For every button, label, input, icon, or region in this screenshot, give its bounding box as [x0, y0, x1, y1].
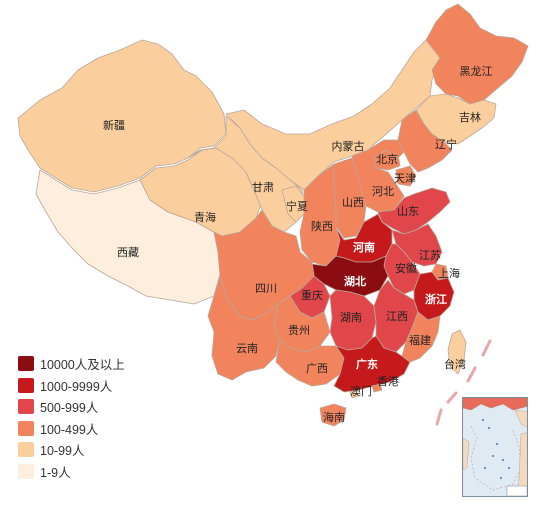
legend-swatch: [18, 399, 34, 415]
province-label: 河北: [372, 185, 394, 198]
province-label: 江苏: [419, 249, 441, 262]
province-label: 天津: [394, 172, 416, 185]
province-region[interactable]: [425, 3, 529, 105]
province-label: 贵州: [288, 324, 310, 337]
province-label: 重庆: [301, 288, 323, 302]
province-label: 浙江: [425, 292, 447, 306]
legend-label: 1000-9999人: [40, 379, 113, 394]
province-label: 辽宁: [435, 137, 457, 151]
legend-swatch: [18, 377, 34, 393]
province-region[interactable]: [349, 389, 359, 399]
province-region[interactable]: [395, 165, 417, 187]
province-label: 福建: [409, 333, 431, 347]
province-region[interactable]: [333, 335, 411, 393]
province-region[interactable]: [377, 187, 451, 235]
legend-swatch: [18, 356, 34, 372]
province-label: 山东: [397, 205, 419, 218]
province-label: 上海: [438, 266, 460, 280]
province-region[interactable]: [225, 37, 441, 191]
province-label: 广西: [306, 362, 328, 375]
legend-swatch: [18, 442, 34, 458]
province-label: 甘肃: [252, 181, 274, 194]
province-label: 黑龙江: [460, 65, 493, 78]
legend-item[interactable]: 1-9人: [18, 461, 158, 483]
province-region[interactable]: [319, 403, 347, 427]
province-label: 香港: [377, 375, 399, 388]
province-label: 安徽: [395, 261, 417, 275]
province-label: 广东: [356, 357, 378, 371]
legend-item[interactable]: 1000-9999人: [18, 375, 158, 397]
legend-item[interactable]: 10-99人: [18, 439, 158, 461]
province-label: 陕西: [311, 219, 333, 233]
legend-swatch: [18, 420, 34, 436]
legend-label: 10-99人: [40, 444, 85, 459]
south-china-sea-inset: [462, 397, 528, 497]
province-label: 西藏: [117, 246, 139, 259]
sea-boundary-dashes: [435, 339, 492, 426]
legend: 10000人及以上 1000-9999人 500-999人 100-499人 1…: [18, 353, 158, 482]
legend-item[interactable]: 100-499人: [18, 418, 158, 440]
province-label: 青海: [194, 210, 216, 224]
province-label: 湖南: [340, 311, 362, 324]
province-region[interactable]: [17, 39, 227, 193]
province-label: 河南: [353, 240, 375, 254]
province-label: 湖北: [344, 274, 366, 288]
legend-label: 1-9人: [40, 465, 71, 480]
province-label: 宁夏: [286, 199, 308, 213]
legend-item[interactable]: 10000人及以上: [18, 353, 158, 375]
legend-label: 500-999人: [40, 401, 99, 416]
inset-map: [463, 398, 527, 496]
province-label: 内蒙古: [332, 139, 365, 153]
legend-swatch: [18, 463, 34, 479]
province-region[interactable]: [447, 329, 467, 375]
province-label: 四川: [255, 283, 277, 295]
province-label: 新疆: [103, 118, 125, 132]
province-label: 云南: [236, 342, 258, 355]
legend-label: 10000人及以上: [40, 358, 125, 373]
province-label: 北京: [376, 152, 398, 166]
province-region[interactable]: [207, 275, 281, 381]
province-label: 台湾: [444, 357, 466, 371]
province-label: 吉林: [459, 110, 481, 124]
province-label: 澳门: [350, 384, 372, 398]
legend-item[interactable]: 500-999人: [18, 396, 158, 418]
province-layer: [17, 3, 529, 427]
legend-label: 100-499人: [40, 422, 99, 437]
province-region[interactable]: [371, 383, 383, 393]
province-label: 海南: [323, 410, 345, 424]
province-region[interactable]: [311, 255, 389, 297]
province-label: 江西: [386, 310, 408, 323]
province-label: 山西: [342, 196, 364, 209]
